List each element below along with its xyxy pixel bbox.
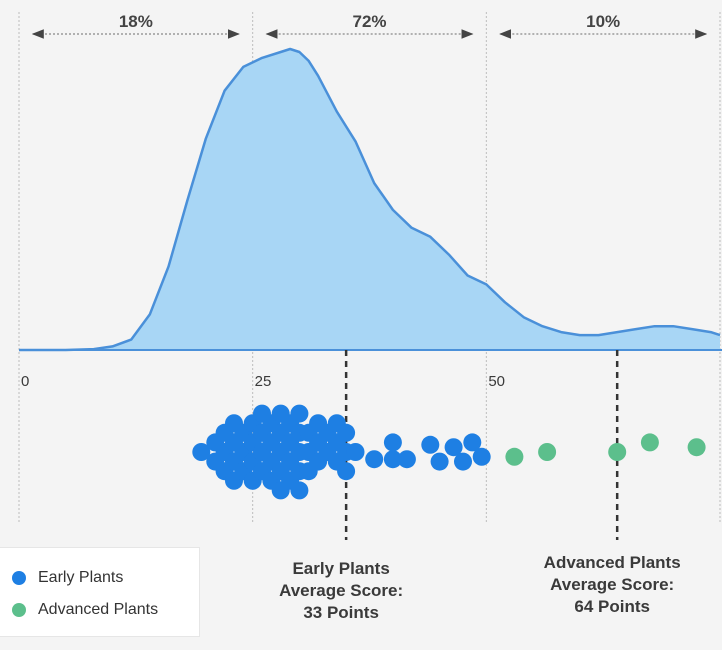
data-point <box>463 433 482 452</box>
data-point <box>346 443 365 461</box>
percentage-segments: 18% 72% 10% <box>31 12 708 39</box>
density-fill <box>19 49 720 350</box>
x-axis: 0255075 <box>19 349 722 390</box>
density-area <box>19 47 721 352</box>
x-tick-label: 25 <box>255 373 272 390</box>
density-curve <box>19 47 721 352</box>
average-label-line: 33 Points <box>303 603 379 622</box>
average-label-line: Early Plants <box>292 559 390 578</box>
data-point <box>421 435 440 454</box>
average-label-line: Average Score: <box>279 581 404 600</box>
average-lines <box>344 350 619 540</box>
data-point <box>444 438 463 457</box>
average-label: Advanced Plants Average Score: 64 Points <box>522 552 702 618</box>
average-label: Early Plants Average Score: 33 Points <box>251 558 431 624</box>
data-point <box>505 447 524 466</box>
x-tick-label: 0 <box>21 373 29 390</box>
average-label-line: Advanced Plants <box>543 553 681 572</box>
data-point <box>430 452 449 471</box>
data-point <box>383 433 402 452</box>
legend-swatch-advanced-plants <box>12 603 26 617</box>
data-point <box>472 447 491 466</box>
legend-label-early-plants: Early Plants <box>38 569 124 586</box>
data-point <box>383 450 402 469</box>
data-point <box>538 443 557 461</box>
data-point <box>608 443 627 461</box>
segment-percentage-label: 18% <box>119 12 153 31</box>
data-point <box>290 404 309 423</box>
data-point <box>454 452 472 471</box>
data-point <box>192 443 211 461</box>
data-point <box>365 450 384 469</box>
legend: Early Plants Advanced Plants <box>0 547 200 637</box>
data-point <box>337 423 356 442</box>
beeswarm-points <box>192 404 706 500</box>
data-point <box>397 450 416 469</box>
data-point <box>337 462 356 481</box>
segment-percentage-label: 72% <box>352 12 386 31</box>
legend-item-early-plants: Early Plants <box>12 568 123 588</box>
data-point <box>687 438 706 457</box>
segment-percentage-label: 10% <box>586 12 620 31</box>
data-point <box>290 481 309 500</box>
average-label-line: 64 Points <box>574 597 650 616</box>
legend-swatch-early-plants <box>12 571 26 585</box>
average-label-line: Average Score: <box>550 575 675 594</box>
legend-item-advanced-plants: Advanced Plants <box>12 600 158 620</box>
data-point <box>640 433 659 452</box>
legend-label-advanced-plants: Advanced Plants <box>38 601 159 618</box>
x-tick-label: 50 <box>488 373 505 390</box>
